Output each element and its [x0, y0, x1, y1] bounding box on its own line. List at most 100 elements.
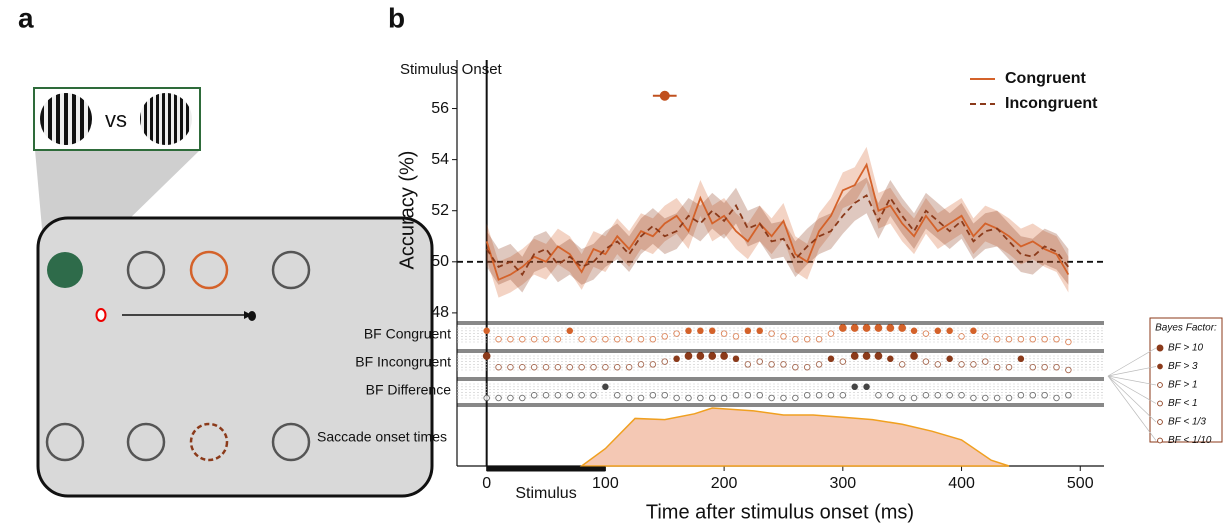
bf-dot — [732, 333, 740, 340]
onset-point — [659, 90, 670, 101]
bf-dot — [874, 352, 883, 360]
legend-label: Congruent — [1005, 70, 1087, 87]
y-tick-label: 50 — [431, 253, 449, 270]
x-tick-label: 100 — [592, 475, 619, 492]
bf-dot — [708, 327, 716, 335]
bf-dot — [982, 333, 989, 340]
bf-dot — [649, 361, 657, 368]
x-tick-label: 400 — [948, 475, 975, 492]
bf-dot — [720, 352, 728, 360]
bf-row-label: BF Difference — [366, 382, 452, 398]
bf-legend-dot — [1157, 363, 1163, 370]
bf-dot — [530, 391, 538, 399]
bf-dot — [922, 391, 930, 399]
grating — [140, 93, 192, 145]
bf-dot — [697, 394, 704, 402]
bf-dot — [483, 327, 490, 335]
bf-dot — [922, 330, 930, 337]
bf-dot — [684, 352, 693, 360]
bf-connector — [1107, 347, 1157, 377]
bf-dot — [1017, 335, 1025, 343]
bf-dot — [970, 394, 977, 402]
bf-dot — [780, 394, 787, 402]
bf-dot — [815, 335, 823, 343]
y-tick-label: 48 — [431, 304, 449, 321]
bf-dot — [874, 324, 883, 332]
placeholder — [189, 250, 229, 290]
placeholder — [189, 422, 229, 462]
arrow-head — [244, 311, 252, 319]
bf-legend-dot — [1156, 344, 1164, 352]
bf-dot — [768, 394, 775, 402]
panel-label: a — [18, 2, 34, 33]
bf-legend-dot — [1157, 382, 1163, 388]
bf-dot — [886, 324, 895, 332]
bf-dot — [862, 352, 871, 360]
bf-dot — [863, 383, 870, 391]
bf-dot — [614, 391, 621, 399]
bf-dot — [696, 352, 705, 360]
bf-dot — [910, 352, 918, 360]
bf-dot — [827, 330, 835, 337]
target — [47, 252, 83, 288]
bf-dot — [827, 391, 835, 399]
legend-label: Incongruent — [1005, 95, 1098, 112]
bf-dot — [887, 391, 894, 399]
bf-dot — [744, 391, 752, 399]
bf-dot — [1065, 366, 1072, 374]
bf-dot — [708, 394, 716, 402]
bf-dot — [482, 352, 491, 360]
bf-dot — [898, 324, 907, 332]
bf-dot — [756, 327, 763, 335]
bf-dot — [958, 391, 965, 399]
bf-dot — [590, 363, 597, 371]
bf-connector — [1107, 375, 1157, 423]
bf-dot — [780, 333, 787, 340]
bf-dot — [673, 355, 680, 363]
bf-legend-title: Bayes Factor: — [1155, 323, 1217, 334]
bf-dot — [946, 327, 953, 335]
bf-connector — [1107, 375, 1157, 404]
bf-dot — [614, 335, 621, 343]
bf-dot — [780, 361, 787, 368]
bf-legend-label: BF < 1/3 — [1168, 417, 1206, 428]
bf-dot — [685, 327, 692, 335]
bf-dot — [507, 394, 514, 402]
bf-dot — [507, 363, 514, 371]
bf-dot — [898, 361, 906, 368]
bf-dot — [1029, 335, 1037, 343]
bf-dot — [625, 363, 633, 371]
bf-dot — [661, 358, 669, 365]
bf-connector — [1107, 366, 1157, 377]
bf-legend-label: BF < 1/10 — [1168, 435, 1212, 446]
bf-dot — [519, 335, 526, 343]
placeholder — [126, 250, 166, 290]
bf-dot — [697, 327, 704, 335]
bf-dot — [530, 335, 538, 343]
bf-dot — [744, 327, 752, 335]
x-tick-label: 200 — [711, 475, 738, 492]
bf-dot — [637, 394, 645, 402]
bf-dot — [625, 335, 633, 343]
bf-dot — [1041, 363, 1048, 371]
bf-dot — [982, 394, 989, 402]
bf-dot — [578, 335, 585, 343]
bf-dot — [768, 361, 775, 368]
bf-dot — [850, 324, 859, 332]
bf-row-label: BF Incongruent — [355, 354, 451, 370]
bf-dot — [803, 335, 811, 343]
bf-dot — [602, 335, 609, 343]
bf-dot — [970, 361, 977, 368]
bf-dot — [970, 327, 977, 335]
bf-dot — [898, 394, 906, 402]
density-area — [579, 407, 1010, 467]
bf-dot — [590, 335, 597, 343]
saccade-target — [248, 311, 256, 321]
bf-dot — [542, 335, 550, 343]
placeholder — [271, 422, 311, 462]
bf-dot — [958, 333, 965, 340]
x-tick-label: 500 — [1067, 475, 1094, 492]
bf-dot — [1017, 355, 1025, 363]
grating — [40, 93, 92, 145]
